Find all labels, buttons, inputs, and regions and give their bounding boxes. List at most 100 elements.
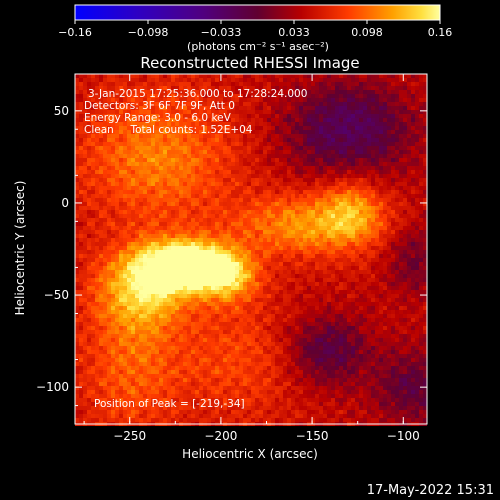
heatmap-pixel (347, 94, 351, 98)
heatmap-pixel (335, 286, 339, 290)
heatmap-pixel (231, 122, 235, 126)
heatmap-pixel (259, 206, 263, 210)
heatmap-pixel (231, 110, 235, 114)
heatmap-pixel (375, 218, 379, 222)
heatmap-pixel (119, 102, 123, 106)
heatmap-pixel (155, 226, 159, 230)
heatmap-pixel (211, 150, 215, 154)
heatmap-pixel (215, 214, 219, 218)
heatmap-pixel (399, 274, 403, 278)
heatmap-pixel (251, 114, 255, 118)
heatmap-pixel (79, 166, 83, 170)
heatmap-pixel (319, 118, 323, 122)
heatmap-pixel (371, 142, 375, 146)
heatmap-pixel (159, 150, 163, 154)
heatmap-pixel (131, 274, 135, 278)
heatmap-pixel (95, 74, 99, 78)
heatmap-pixel (143, 154, 147, 158)
heatmap-pixel (127, 274, 131, 278)
heatmap-pixel (215, 286, 219, 290)
heatmap-pixel (395, 114, 399, 118)
heatmap-pixel (107, 174, 111, 178)
heatmap-pixel (83, 286, 87, 290)
heatmap-pixel (259, 226, 263, 230)
heatmap-pixel (103, 254, 107, 258)
heatmap-pixel (215, 74, 219, 78)
heatmap-pixel (391, 154, 395, 158)
heatmap-pixel (247, 262, 251, 266)
heatmap-pixel (359, 146, 363, 150)
heatmap-pixel (355, 194, 359, 198)
heatmap-pixel (191, 294, 195, 298)
heatmap-pixel (387, 134, 391, 138)
heatmap-pixel (415, 290, 419, 294)
heatmap-pixel (415, 242, 419, 246)
heatmap-pixel (311, 190, 315, 194)
heatmap-pixel (367, 122, 371, 126)
heatmap-pixel (107, 130, 111, 134)
heatmap-pixel (287, 230, 291, 234)
heatmap-pixel (363, 178, 367, 182)
heatmap-pixel (419, 262, 423, 266)
heatmap-pixel (231, 114, 235, 118)
heatmap-pixel (383, 126, 387, 130)
heatmap-pixel (103, 118, 107, 122)
heatmap-pixel (383, 274, 387, 278)
heatmap-pixel (275, 270, 279, 274)
heatmap-pixel (423, 194, 427, 198)
heatmap-pixel (103, 158, 107, 162)
heatmap-pixel (91, 194, 95, 198)
heatmap-pixel (151, 126, 155, 130)
heatmap-pixel (143, 102, 147, 106)
heatmap-pixel (243, 142, 247, 146)
heatmap-pixel (351, 94, 355, 98)
heatmap-pixel (131, 294, 135, 298)
heatmap-pixel (423, 82, 427, 86)
heatmap-pixel (83, 190, 87, 194)
heatmap-pixel (199, 186, 203, 190)
heatmap-pixel (371, 106, 375, 110)
heatmap-pixel (251, 274, 255, 278)
heatmap-pixel (91, 210, 95, 214)
heatmap-pixel (351, 174, 355, 178)
heatmap-pixel (351, 254, 355, 258)
heatmap-pixel (267, 174, 271, 178)
heatmap-pixel (323, 210, 327, 214)
heatmap-pixel (151, 98, 155, 102)
heatmap-pixel (255, 150, 259, 154)
heatmap-pixel (247, 190, 251, 194)
heatmap-pixel (99, 258, 103, 262)
heatmap-pixel (79, 266, 83, 270)
heatmap-pixel (167, 102, 171, 106)
heatmap-pixel (423, 274, 427, 278)
heatmap-pixel (407, 186, 411, 190)
heatmap-pixel (211, 142, 215, 146)
heatmap-pixel (359, 170, 363, 174)
heatmap-pixel (331, 106, 335, 110)
heatmap-pixel (219, 198, 223, 202)
heatmap-pixel (315, 290, 319, 294)
heatmap-pixel (303, 278, 307, 282)
heatmap-pixel (347, 246, 351, 250)
heatmap-pixel (271, 78, 275, 82)
heatmap-pixel (419, 258, 423, 262)
heatmap-pixel (119, 126, 123, 130)
heatmap-pixel (127, 206, 131, 210)
heatmap-pixel (215, 230, 219, 234)
heatmap-pixel (255, 282, 259, 286)
heatmap-pixel (179, 106, 183, 110)
heatmap-pixel (311, 122, 315, 126)
heatmap-pixel (263, 106, 267, 110)
heatmap-pixel (291, 134, 295, 138)
heatmap-pixel (111, 226, 115, 230)
heatmap-pixel (83, 234, 87, 238)
heatmap-pixel (283, 98, 287, 102)
heatmap-pixel (99, 166, 103, 170)
heatmap-pixel (303, 274, 307, 278)
heatmap-pixel (347, 146, 351, 150)
heatmap-pixel (379, 170, 383, 174)
heatmap-pixel (135, 138, 139, 142)
heatmap-pixel (343, 130, 347, 134)
heatmap-pixel (175, 202, 179, 206)
heatmap-pixel (151, 94, 155, 98)
